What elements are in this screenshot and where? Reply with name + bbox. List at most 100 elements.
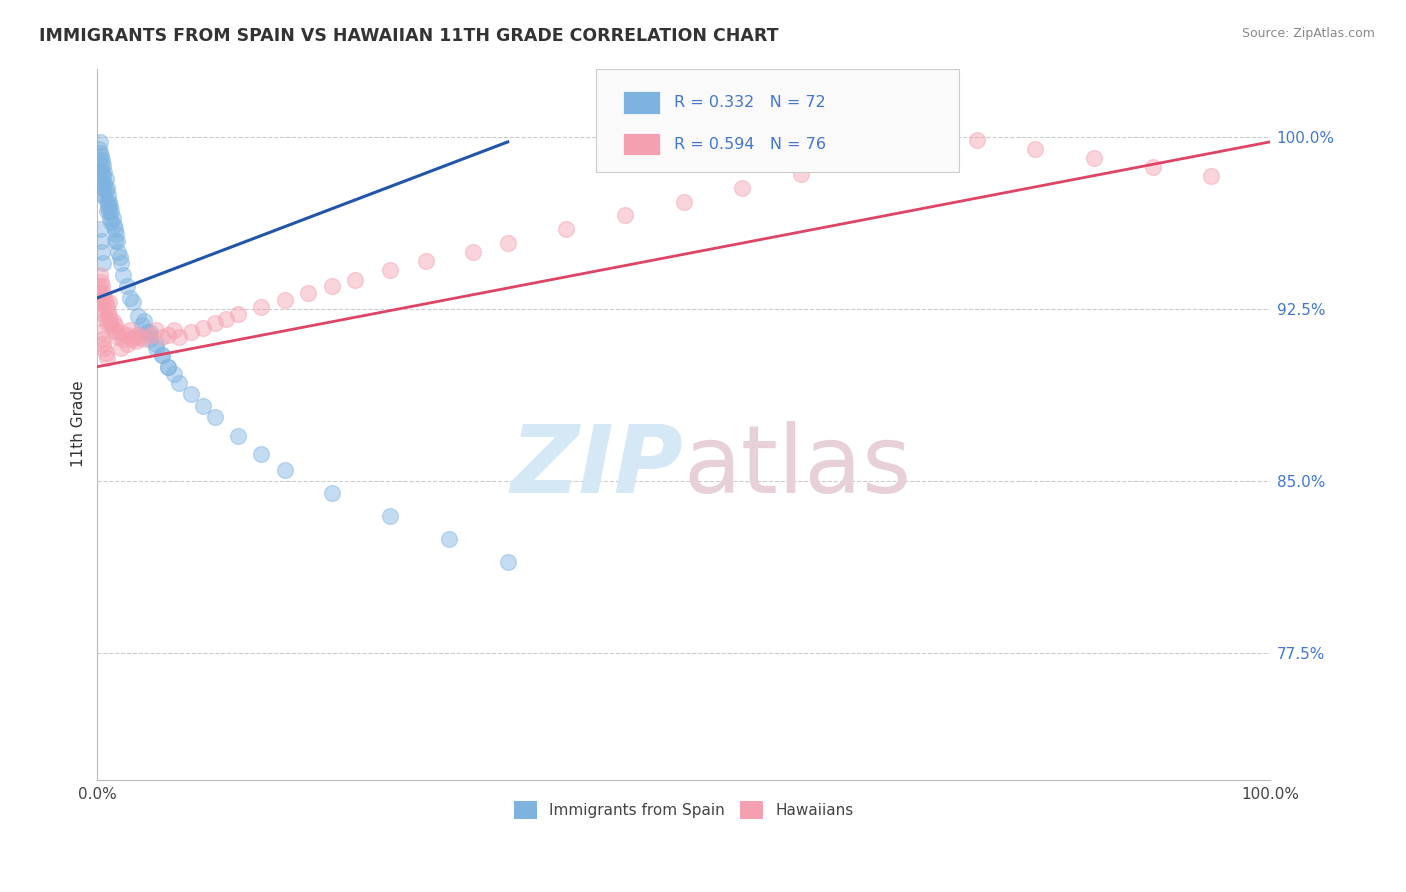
Point <box>89 268 111 282</box>
Point <box>90 149 112 163</box>
Point <box>156 359 179 374</box>
Point <box>150 348 173 362</box>
Point <box>297 286 319 301</box>
Point <box>139 332 162 346</box>
Point <box>215 311 238 326</box>
Point <box>100 203 122 218</box>
Point <box>90 234 112 248</box>
Point <box>94 183 117 197</box>
Point <box>848 153 870 168</box>
FancyBboxPatch shape <box>596 69 959 171</box>
Point <box>204 316 226 330</box>
Point <box>97 187 120 202</box>
Y-axis label: 11th Grade: 11th Grade <box>72 381 86 467</box>
Point <box>121 330 143 344</box>
Point <box>321 279 343 293</box>
Point <box>103 323 125 337</box>
Point <box>91 169 114 184</box>
Point <box>87 279 110 293</box>
Point <box>437 532 460 546</box>
Point <box>91 187 114 202</box>
Point <box>415 254 437 268</box>
Point <box>107 330 129 344</box>
Text: IMMIGRANTS FROM SPAIN VS HAWAIIAN 11TH GRADE CORRELATION CHART: IMMIGRANTS FROM SPAIN VS HAWAIIAN 11TH G… <box>39 27 779 45</box>
Point <box>91 153 114 168</box>
Point <box>101 211 124 225</box>
Point <box>90 171 112 186</box>
Point <box>1024 142 1046 156</box>
Point <box>139 326 162 340</box>
Point <box>461 245 484 260</box>
Point <box>91 336 114 351</box>
Point <box>96 181 118 195</box>
Point <box>98 211 121 225</box>
Point <box>162 367 184 381</box>
Point <box>93 165 115 179</box>
Point <box>250 300 273 314</box>
Point <box>94 346 117 360</box>
Point <box>91 295 114 310</box>
Point <box>226 428 249 442</box>
FancyBboxPatch shape <box>623 133 661 155</box>
Point <box>93 307 115 321</box>
Point <box>321 486 343 500</box>
Point <box>108 250 131 264</box>
Point <box>93 291 115 305</box>
Point <box>90 158 112 172</box>
Point <box>380 263 402 277</box>
Point <box>135 326 157 340</box>
Point <box>97 304 120 318</box>
Point <box>162 323 184 337</box>
Point <box>127 310 149 324</box>
Point <box>180 326 202 340</box>
Point <box>790 167 813 181</box>
Point <box>250 447 273 461</box>
Point <box>150 330 173 344</box>
Point <box>98 295 121 310</box>
Point <box>87 153 110 168</box>
Point <box>103 218 125 232</box>
Point <box>96 203 118 218</box>
Point <box>105 227 128 241</box>
Point <box>91 158 114 172</box>
Point <box>128 330 150 344</box>
Point <box>94 311 117 326</box>
Point <box>94 171 117 186</box>
Point <box>89 222 111 236</box>
Point <box>110 256 132 270</box>
Point <box>96 351 118 365</box>
Point <box>96 300 118 314</box>
Point <box>1083 151 1105 165</box>
Point <box>91 256 114 270</box>
Point <box>89 165 111 179</box>
Point <box>107 245 129 260</box>
Point <box>496 555 519 569</box>
Point <box>112 332 135 346</box>
Point <box>90 326 112 340</box>
Point <box>104 318 127 333</box>
Point <box>1142 160 1164 174</box>
Point <box>121 332 143 346</box>
Point <box>93 342 115 356</box>
Point <box>156 359 179 374</box>
Point <box>115 279 138 293</box>
Point <box>169 330 191 344</box>
Point <box>93 187 115 202</box>
Point <box>204 410 226 425</box>
Point <box>966 133 988 147</box>
Point <box>672 194 695 209</box>
Point <box>97 199 120 213</box>
Point <box>134 332 156 346</box>
Point <box>100 215 122 229</box>
Point <box>90 291 112 305</box>
Point <box>104 222 127 236</box>
Point <box>98 194 121 209</box>
Point <box>191 399 214 413</box>
Legend: Immigrants from Spain, Hawaiians: Immigrants from Spain, Hawaiians <box>508 795 859 825</box>
Point <box>89 135 111 149</box>
Point <box>98 314 121 328</box>
Point <box>94 295 117 310</box>
Point <box>555 222 578 236</box>
Point <box>115 327 138 342</box>
Text: ZIP: ZIP <box>510 421 683 513</box>
